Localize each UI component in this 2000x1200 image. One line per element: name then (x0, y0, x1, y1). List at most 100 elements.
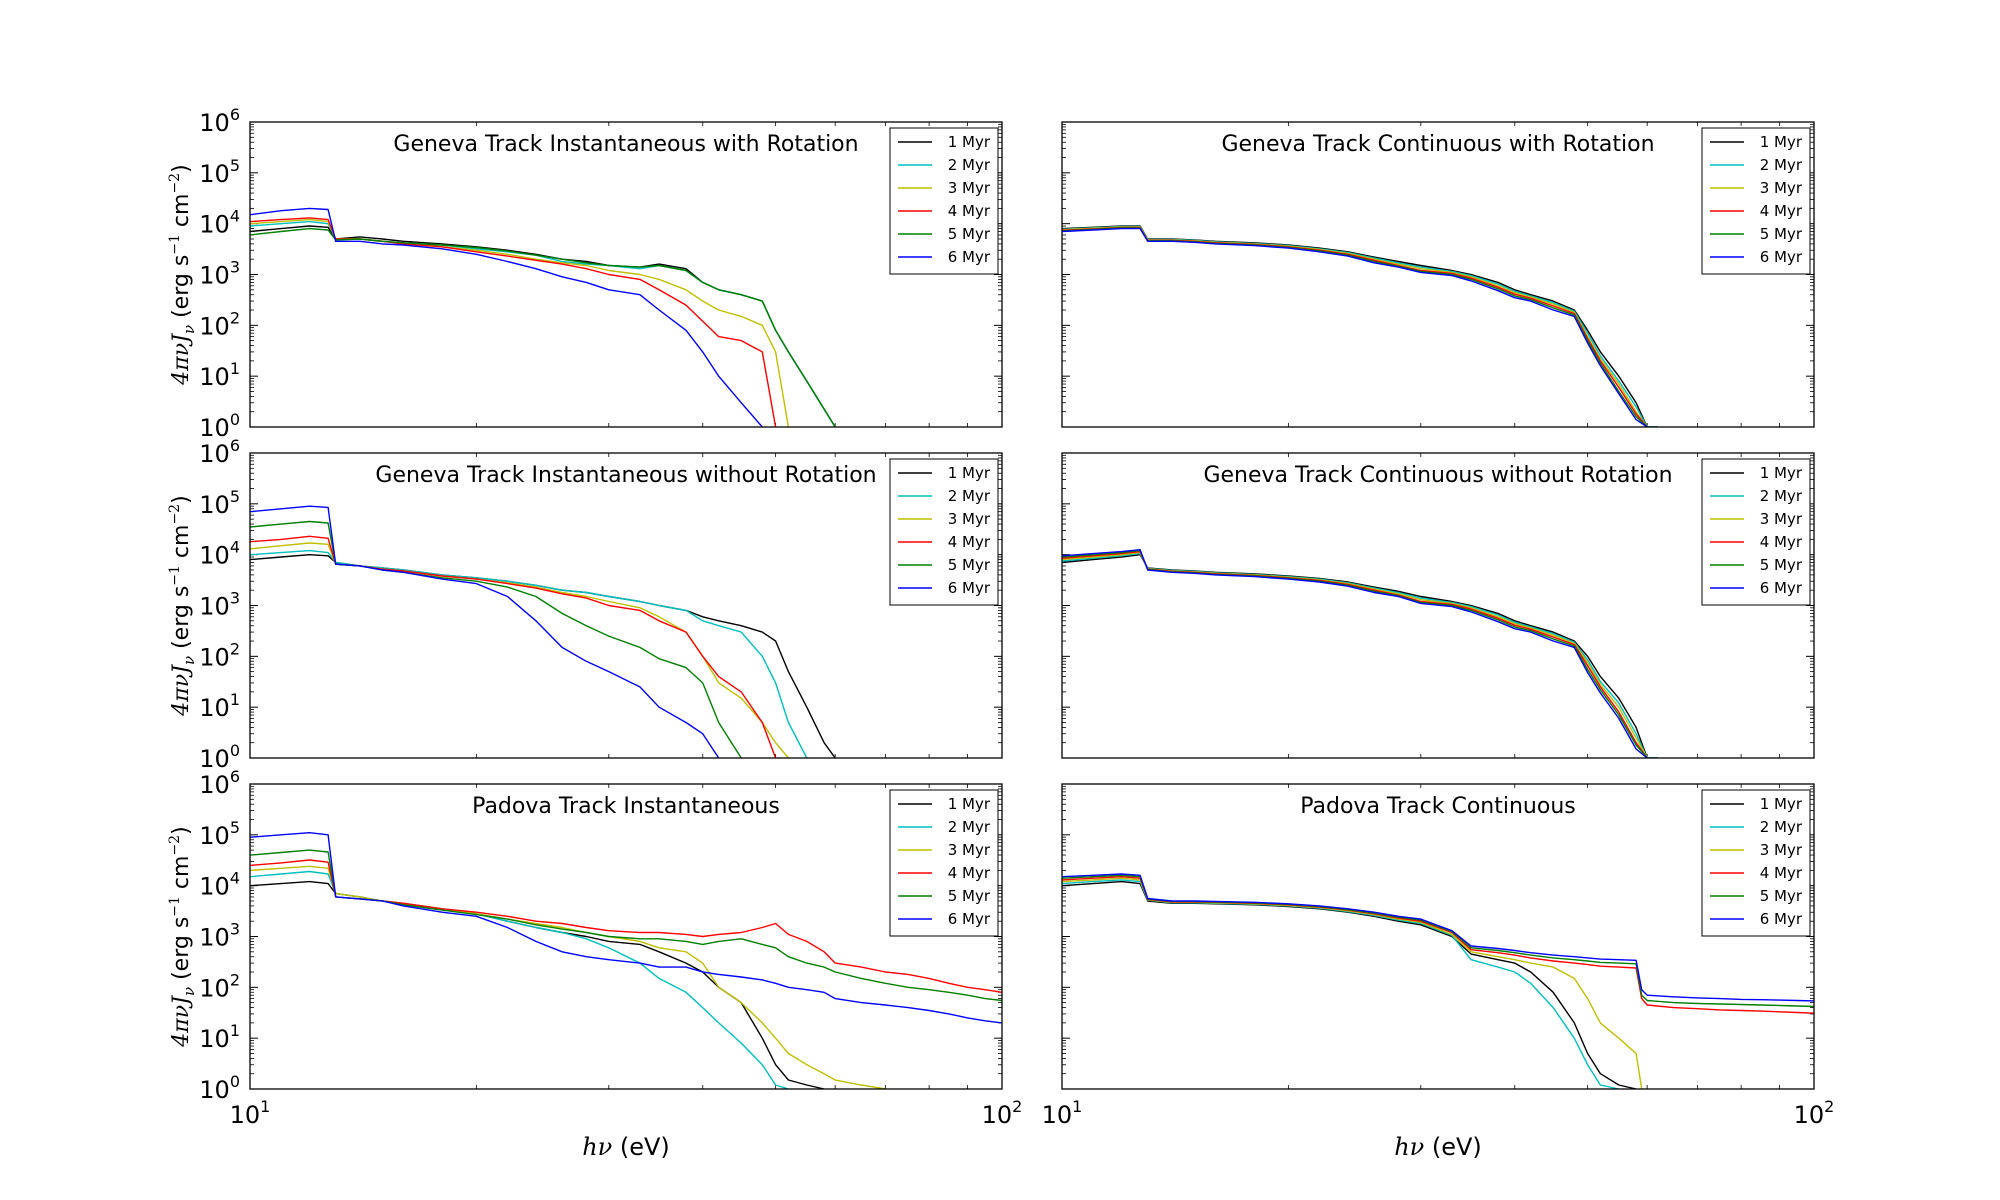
legend-entry: 1 Myr (948, 464, 991, 482)
series-line-3-myr (250, 542, 789, 758)
x-axis-label: hν (eV) (1394, 1133, 1482, 1161)
legend-entry: 3 Myr (1760, 179, 1803, 197)
y-tick-label: 101 (199, 690, 240, 722)
y-tick-label: 106 (199, 767, 240, 799)
series-line-5-myr (250, 227, 836, 427)
legend-entry: 5 Myr (948, 887, 991, 905)
subplot-title: Geneva Track Continuous with Rotation (1221, 132, 1654, 157)
legend-entry: 4 Myr (1760, 202, 1803, 220)
plot-frame (249, 783, 1003, 1090)
legend-entry: 5 Myr (948, 225, 991, 243)
legend: 1 Myr 2 Myr 3 Myr 4 Myr 5 Myr 6 Myr (889, 458, 999, 606)
y-tick-label: 102 (199, 970, 240, 1002)
series-line-1-myr (1062, 880, 1637, 1089)
legend-entry: 1 Myr (1760, 464, 1803, 482)
subplot-title: Geneva Track Instantaneous without Rotat… (375, 463, 876, 488)
y-tick-label: 105 (199, 487, 240, 519)
legend-entry: 5 Myr (1760, 556, 1803, 574)
series-line-6-myr (250, 832, 1002, 1024)
series-line-3-myr (250, 865, 886, 1089)
subplot-title: Padova Track Instantaneous (472, 794, 780, 819)
subplot-4: Geneva Track Continuous without Rotation… (1061, 452, 1815, 759)
legend-entry: 4 Myr (1760, 864, 1803, 882)
x-tick-label: 101 (230, 1097, 271, 1129)
y-tick-label: 104 (199, 207, 240, 239)
legend-entry: 1 Myr (948, 795, 991, 813)
y-tick-label: 102 (199, 308, 240, 340)
legend-entry: 6 Myr (1760, 910, 1803, 928)
y-tick-label: 105 (199, 818, 240, 850)
series-line-4-myr (1062, 876, 1814, 1014)
series-line-4-myr (250, 535, 777, 758)
subplot-3: 100 101 102 103 104 105 106 Geneva Track Instan… (167, 436, 1003, 773)
subplot-1: 100 101 102 103 104 105 106 Geneva Track Instan… (167, 105, 1003, 442)
plot-frame (1061, 121, 1815, 428)
series-line-6-myr (1062, 873, 1814, 1002)
subplot-title: Geneva Track Continuous without Rotation (1203, 463, 1672, 488)
legend-entry: 4 Myr (948, 864, 991, 882)
y-axis-label: 4πνJν (erg s−1 cm−2) (167, 826, 198, 1047)
legend-entry: 5 Myr (948, 556, 991, 574)
y-tick-label: 106 (199, 105, 240, 137)
series-line-5-myr (250, 520, 742, 758)
y-tick-label: 106 (199, 436, 240, 468)
subplot-title: Geneva Track Instantaneous with Rotation (393, 132, 858, 157)
legend-entry: 5 Myr (1760, 887, 1803, 905)
series-group (1062, 549, 1658, 758)
series-group (1062, 225, 1658, 427)
axis-ticks: 101 102 (1042, 783, 1835, 1129)
subplot-6: 101 102 Padova Track Continuous 1 Myr 2 Myr 3… (1042, 783, 1835, 1161)
legend: 1 Myr 2 Myr 3 Myr 4 Myr 5 Myr 6 Myr (889, 127, 999, 275)
axis-ticks: 100 101 102 103 104 105 106 (199, 436, 1003, 773)
legend-entry: 5 Myr (1760, 225, 1803, 243)
legend-entry: 3 Myr (948, 510, 991, 528)
y-tick-label: 103 (199, 258, 240, 290)
y-tick-label: 105 (199, 156, 240, 188)
x-tick-label: 102 (982, 1097, 1023, 1129)
y-tick-label: 103 (199, 920, 240, 952)
y-tick-label: 101 (199, 1021, 240, 1053)
series-line-6-myr (1062, 549, 1648, 758)
axis-ticks: 100 101 102 103 104 105 106 (199, 105, 1003, 442)
x-axis-label: hν (eV) (582, 1133, 670, 1161)
series-line-2-myr (250, 220, 836, 427)
x-tick-label: 102 (1794, 1097, 1835, 1129)
legend-entry: 4 Myr (948, 533, 991, 551)
legend-entry: 3 Myr (1760, 510, 1803, 528)
series-line-6-myr (1062, 227, 1648, 427)
legend-entry: 6 Myr (948, 910, 991, 928)
series-line-4-myr (250, 859, 1002, 993)
legend-entry: 2 Myr (948, 487, 991, 505)
y-tick-label: 101 (199, 359, 240, 391)
series-line-2-myr (250, 549, 808, 758)
legend: 1 Myr 2 Myr 3 Myr 4 Myr 5 Myr 6 Myr (889, 789, 999, 937)
plot-frame (1061, 452, 1815, 759)
y-tick-label: 100 (199, 410, 240, 442)
y-tick-label: 104 (199, 869, 240, 901)
subplot-title: Padova Track Continuous (1300, 794, 1576, 819)
legend-entry: 2 Myr (1760, 818, 1803, 836)
legend: 1 Myr 2 Myr 3 Myr 4 Myr 5 Myr 6 Myr (1701, 458, 1811, 606)
series-line-2-myr (250, 870, 789, 1089)
series-line-5-myr (1062, 874, 1814, 1008)
legend-entry: 2 Myr (948, 818, 991, 836)
legend-entry: 2 Myr (1760, 156, 1803, 174)
x-tick-label: 101 (1042, 1097, 1083, 1129)
legend-entry: 6 Myr (948, 248, 991, 266)
plot-frame (249, 452, 1003, 759)
legend-entry: 6 Myr (1760, 248, 1803, 266)
series-group (250, 832, 1002, 1089)
legend: 1 Myr 2 Myr 3 Myr 4 Myr 5 Myr 6 Myr (1701, 789, 1811, 937)
series-group (1062, 873, 1814, 1089)
series-group (250, 207, 836, 427)
series-line-2-myr (1062, 879, 1619, 1089)
series-line-3-myr (250, 218, 790, 427)
y-tick-label: 100 (199, 1072, 240, 1104)
series-line-6-myr (250, 207, 763, 427)
series-line-6-myr (250, 505, 720, 758)
series-line-4-myr (250, 217, 777, 427)
y-tick-label: 102 (199, 639, 240, 671)
series-line-1-myr (250, 554, 836, 758)
